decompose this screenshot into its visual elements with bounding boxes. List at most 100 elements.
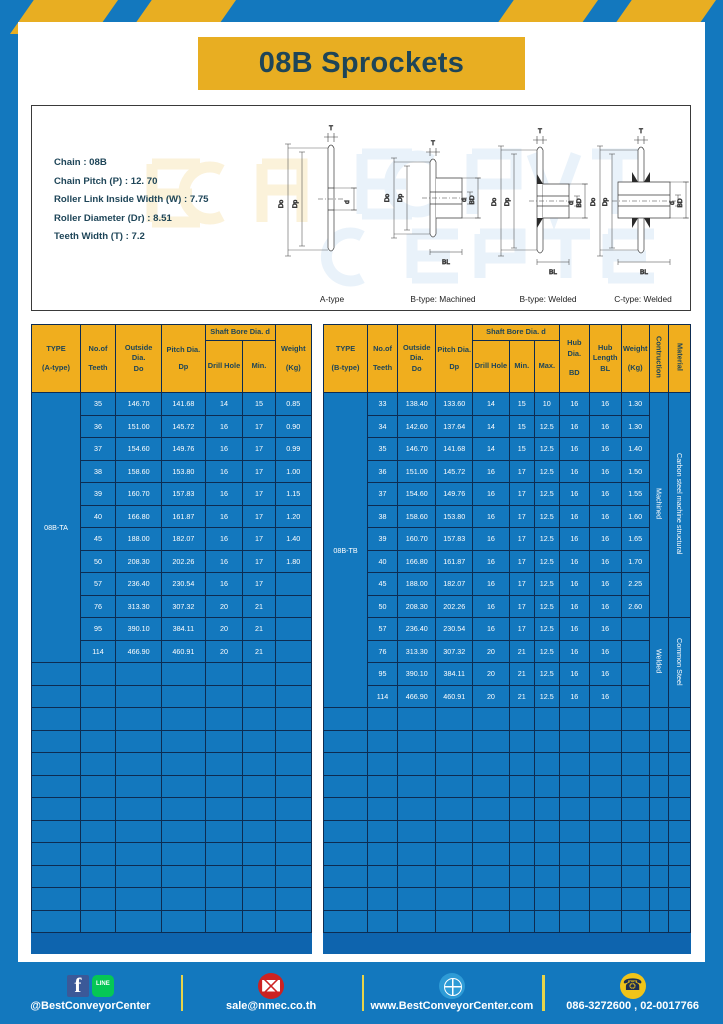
table-cell: 34 xyxy=(367,414,399,438)
table-cell: 15 xyxy=(242,392,276,416)
svg-text:BL: BL xyxy=(549,269,557,276)
email-icon-wrap xyxy=(258,972,285,999)
table-cell-empty xyxy=(31,662,81,686)
svg-text:T: T xyxy=(329,125,333,132)
footer-email[interactable]: sale@nmec.co.th xyxy=(180,962,362,1024)
spec-line: Chain Pitch (P) : 12. 70 xyxy=(54,175,158,187)
table-cell: 17 xyxy=(508,617,535,641)
table-cell-empty xyxy=(648,707,670,731)
table-cell-empty xyxy=(472,819,510,843)
table-cell-empty xyxy=(114,684,163,708)
footer-website[interactable]: www.BestConveyorCenter.com xyxy=(361,962,543,1024)
table-cell: 1.65 xyxy=(620,527,650,551)
table-cell: 40 xyxy=(367,549,399,573)
table-cell-empty xyxy=(472,864,510,888)
table-cell-empty xyxy=(204,819,244,843)
table-cell: 16 xyxy=(588,482,622,506)
table-row-empty xyxy=(322,864,691,888)
table-cell-empty xyxy=(204,752,244,776)
table-cell-empty xyxy=(668,819,691,843)
table-row: 45 188.00 182.07 16 17 12.5 16 16 2.25 xyxy=(324,572,691,596)
table-cell: 16 xyxy=(588,392,622,416)
header-outside-dia: Outside Dia. Do xyxy=(114,324,163,393)
table-cell: 16 xyxy=(204,549,244,573)
email-icon[interactable] xyxy=(258,972,285,999)
table-row-empty xyxy=(322,909,691,933)
svg-text:d: d xyxy=(568,201,575,205)
line-icon[interactable] xyxy=(91,974,114,997)
table-cell: 1.20 xyxy=(274,504,313,528)
table-cell xyxy=(620,684,650,708)
table-cell: 76 xyxy=(80,594,116,618)
table-cell-empty xyxy=(435,819,474,843)
table-cell: 16 xyxy=(558,482,590,506)
table-cell: 151.00 xyxy=(114,414,163,438)
table-cell-empty xyxy=(620,707,650,731)
table-cell: 15 xyxy=(508,392,535,416)
table-cell: 390.10 xyxy=(114,617,163,641)
table-cell: 17 xyxy=(508,459,535,483)
table-cell-empty xyxy=(508,842,535,866)
specification-list: Chain : 08B Chain Pitch (P) : 12. 70 Rol… xyxy=(54,154,209,247)
table-cell-empty xyxy=(161,662,206,686)
table-cell-empty xyxy=(31,729,81,753)
table-cell: 57 xyxy=(80,572,116,596)
table-cell-empty xyxy=(588,842,622,866)
table-cell: 16 xyxy=(558,527,590,551)
table-cell-empty xyxy=(472,842,510,866)
table-cell: 12.5 xyxy=(533,414,560,438)
table-cell-empty xyxy=(648,909,670,933)
table-cell-empty xyxy=(435,729,474,753)
table-cell-empty xyxy=(397,752,437,776)
table-cell: 20 xyxy=(472,684,510,708)
table-cell: 17 xyxy=(242,437,276,461)
table-cell: 307.32 xyxy=(161,594,206,618)
spec-line: Roller Link Inside Width (W) : 7.75 xyxy=(54,194,209,205)
table-cell-empty xyxy=(114,774,163,798)
table-cell: 16 xyxy=(588,459,622,483)
table-cell-empty xyxy=(397,797,437,821)
svg-text:T: T xyxy=(538,128,542,135)
table-cell: 466.90 xyxy=(397,684,437,708)
table-cell-empty xyxy=(274,842,313,866)
table-cell-empty xyxy=(274,774,313,798)
table-cell: 2.25 xyxy=(620,572,650,596)
table-row-empty xyxy=(322,729,691,753)
table-cell: 16 xyxy=(558,617,590,641)
table-cell-empty xyxy=(508,864,535,888)
table-cell-empty xyxy=(648,864,670,888)
table-row-empty xyxy=(322,774,691,798)
material-label: Carbon steel machine structural xyxy=(675,453,685,555)
table-row: 57 236.40 230.54 16 17 xyxy=(32,572,313,596)
table-cell: 12.5 xyxy=(533,572,560,596)
table-cell: 0.99 xyxy=(274,437,313,461)
table-cell-empty xyxy=(274,887,313,911)
table-cell-empty xyxy=(114,909,163,933)
facebook-icon[interactable] xyxy=(66,973,89,998)
table-cell-empty xyxy=(161,887,206,911)
table-cell-empty xyxy=(204,729,244,753)
table-cell-empty xyxy=(588,797,622,821)
footer-social[interactable]: @BestConveyorCenter xyxy=(0,962,181,1024)
table-cell: 15 xyxy=(508,414,535,438)
footer-phone[interactable]: 086-3272600 , 02-0017766 xyxy=(542,962,723,1024)
table-cell: 20 xyxy=(204,594,244,618)
table-cell-empty xyxy=(668,887,691,911)
phone-icon[interactable] xyxy=(619,972,646,999)
table-cell: 16 xyxy=(204,572,244,596)
table-cell: 20 xyxy=(472,662,510,686)
table-cell: 10 xyxy=(533,392,560,416)
table-cell: 137.64 xyxy=(435,414,474,438)
table-cell: 161.87 xyxy=(435,549,474,573)
globe-icon[interactable] xyxy=(438,972,465,999)
b-type-table-body: 08B-TB 33 138.40 133.60 14 15 10 16 16 1.30 Machin… xyxy=(322,392,691,933)
table-cell: 141.68 xyxy=(161,392,206,416)
table-cell: 230.54 xyxy=(161,572,206,596)
diagram-caption-b-type-welded: B-type: Welded xyxy=(519,294,577,304)
header-weight: Weight (Kg) xyxy=(620,324,650,393)
table-cell-empty xyxy=(274,752,313,776)
svg-text:BD: BD xyxy=(469,195,476,204)
table-cell: 16 xyxy=(588,504,622,528)
table-cell-empty xyxy=(80,707,116,731)
table-cell: 17 xyxy=(242,459,276,483)
